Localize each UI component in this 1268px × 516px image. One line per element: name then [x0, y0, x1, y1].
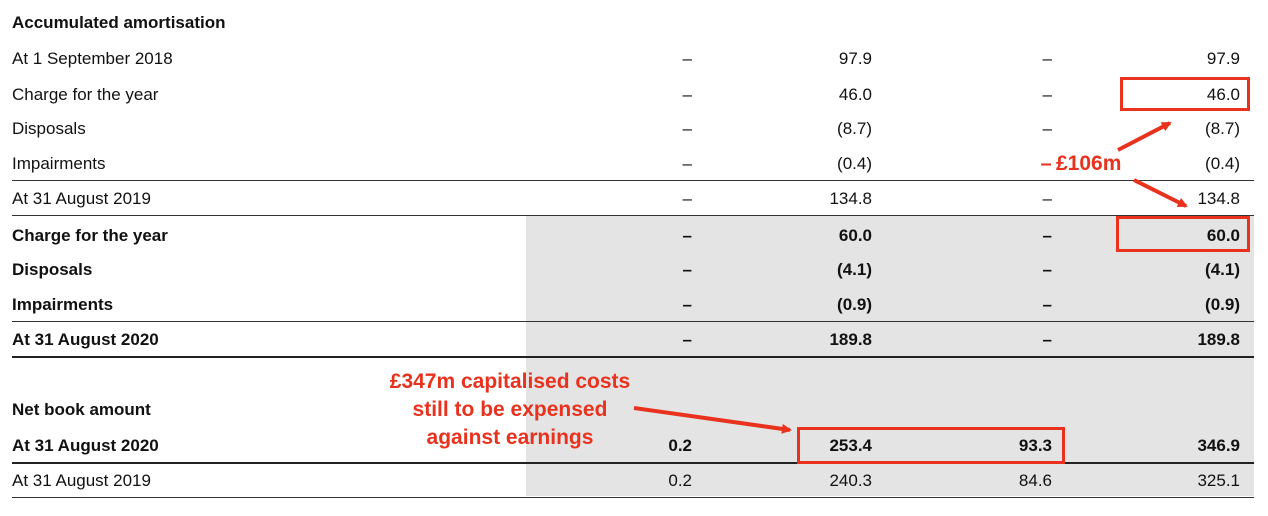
- row-divider: [12, 321, 1254, 322]
- cell-value: 240.3: [829, 471, 872, 490]
- cell-value: (4.1): [1205, 260, 1240, 279]
- cell-value: 253.4: [829, 436, 872, 455]
- row-label: At 1 September 2018: [12, 49, 173, 68]
- table-row: Disposals – (8.7) – (8.7): [0, 114, 1268, 144]
- section-header-row: Accumulated amortisation: [0, 8, 1268, 38]
- arrow-to-charge-2019: [1117, 121, 1172, 152]
- row-label: Charge for the year: [12, 85, 159, 104]
- cell-value: (0.9): [1205, 295, 1240, 314]
- table-row: At 31 August 2019 0.2 240.3 84.6 325.1: [0, 466, 1268, 496]
- cell-value: 84.6: [1018, 471, 1052, 490]
- cell-value: –: [682, 226, 692, 245]
- cell-value: 97.9: [838, 49, 872, 68]
- nbv-header-row: Net book amount: [0, 395, 1268, 425]
- row-label: Disposals: [12, 119, 86, 138]
- cell-value: 60.0: [1206, 226, 1240, 245]
- cell-value: –: [1042, 226, 1052, 245]
- cell-value: –: [682, 49, 692, 68]
- cell-value: 0.2: [668, 436, 692, 455]
- cell-value: 93.3: [1018, 436, 1052, 455]
- row-label: At 31 August 2019: [12, 189, 151, 208]
- cell-value: –: [1042, 260, 1052, 279]
- table-row: Charge for the year – 46.0 – 46.0: [0, 80, 1268, 110]
- row-divider: [12, 497, 1254, 498]
- cell-value: 325.1: [1197, 471, 1240, 490]
- row-divider: [12, 462, 1254, 464]
- cell-value: –: [1042, 295, 1052, 314]
- cell-value: (0.9): [837, 295, 872, 314]
- cell-value: 97.9: [1206, 49, 1240, 68]
- cell-value: 46.0: [838, 85, 872, 104]
- cell-value: (4.1): [837, 260, 872, 279]
- annotation-347m-line1: £347m capitalised costs: [389, 370, 631, 393]
- cell-value: –: [682, 260, 692, 279]
- cell-value: (8.7): [1205, 119, 1240, 138]
- annotation-347m-line3: against earnings: [426, 426, 594, 449]
- row-label: At 31 August 2020: [12, 330, 159, 349]
- annotation-dash: –: [1040, 153, 1052, 175]
- table-row: Impairments – (0.9) – (0.9): [0, 290, 1268, 320]
- shaded-column-band-2020: [526, 216, 1254, 356]
- highlight-box-nbv-2020: [797, 427, 1065, 464]
- cell-value: –: [1042, 330, 1052, 349]
- table-row: At 31 August 2019 – 134.8 – 134.8: [0, 184, 1268, 214]
- cell-value: (0.4): [837, 154, 872, 173]
- cell-value: 60.0: [838, 226, 872, 245]
- table-row: Charge for the year – 60.0 – 60.0: [0, 221, 1268, 251]
- cell-value: –: [682, 295, 692, 314]
- table-row: Disposals – (4.1) – (4.1): [0, 255, 1268, 285]
- row-label: At 31 August 2020: [12, 436, 159, 455]
- cell-value: (8.7): [837, 119, 872, 138]
- table-row: At 31 August 2020 0.2 253.4 93.3 346.9: [0, 431, 1268, 461]
- cell-value: –: [682, 189, 692, 208]
- cell-value: 189.8: [829, 330, 872, 349]
- cell-value: –: [1042, 119, 1052, 138]
- cell-value: –: [1042, 49, 1052, 68]
- row-divider: [12, 356, 1254, 358]
- annotation-347m-line2: still to be expensed: [412, 398, 608, 421]
- arrow-to-nbv-box: [633, 406, 792, 434]
- table-row: Impairments – (0.4) (0.4): [0, 149, 1268, 179]
- cell-value: –: [682, 330, 692, 349]
- cell-value: 46.0: [1206, 85, 1240, 104]
- cell-value: 0.2: [668, 471, 692, 490]
- cell-value: –: [682, 85, 692, 104]
- nbv-header: Net book amount: [12, 400, 151, 419]
- table-row: At 31 August 2020 – 189.8 – 189.8: [0, 325, 1268, 355]
- cell-value: –: [1042, 85, 1052, 104]
- row-divider: [12, 180, 1254, 181]
- row-label: At 31 August 2019: [12, 471, 151, 490]
- row-label: Disposals: [12, 260, 93, 279]
- row-label: Impairments: [12, 154, 106, 173]
- annotation-106m: £106m: [1056, 152, 1122, 175]
- table-row: At 1 September 2018 – 97.9 – 97.9: [0, 44, 1268, 74]
- cell-value: (0.4): [1205, 154, 1240, 173]
- cell-value: 134.8: [1197, 189, 1240, 208]
- cell-value: 134.8: [829, 189, 872, 208]
- arrow-to-charge-2020: [1133, 178, 1188, 208]
- row-label: Impairments: [12, 295, 114, 314]
- row-label: Charge for the year: [12, 226, 168, 245]
- highlight-box-charge-2020: [1116, 216, 1250, 252]
- cell-value: –: [1042, 189, 1052, 208]
- highlight-box-charge-2019: [1120, 77, 1250, 111]
- cell-value: –: [682, 154, 692, 173]
- row-divider: [12, 215, 1254, 216]
- cell-value: –: [682, 119, 692, 138]
- cell-value: 189.8: [1197, 330, 1240, 349]
- cell-value: 346.9: [1197, 436, 1240, 455]
- section-header: Accumulated amortisation: [12, 13, 226, 32]
